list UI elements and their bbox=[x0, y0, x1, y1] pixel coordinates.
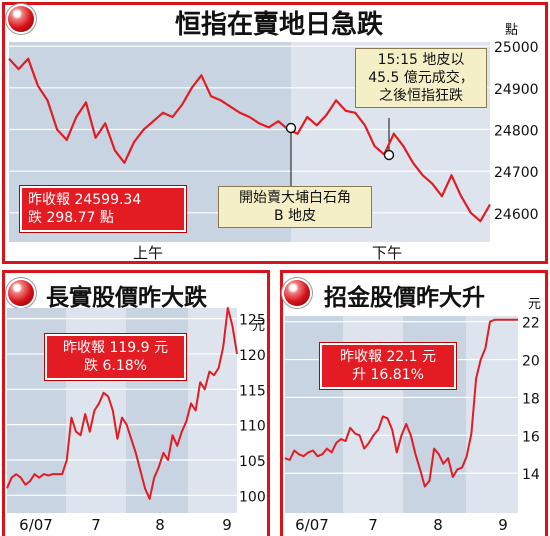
red-ball-icon bbox=[284, 280, 310, 306]
zhaojin-x-ticks: 6/07 7 8 9 bbox=[295, 516, 508, 534]
hsi-note-1-line1: 開始賣大埔白石角 bbox=[239, 190, 351, 206]
y-tick-label: 110 bbox=[239, 419, 266, 435]
ck-panel: 長實股價昨大跌 元 100 105 110 115 120 125 6/07 7 8 9 昨收報… bbox=[0, 268, 272, 536]
hsi-frame bbox=[2, 2, 548, 264]
y-tick-label: 24600 bbox=[494, 207, 539, 223]
ck-chart: 元 100 105 110 115 120 125 6/07 7 8 9 bbox=[6, 307, 266, 534]
hsi-x-label-am: 上午 bbox=[133, 244, 163, 262]
zhaojin-panel: 招金股價昨大升 元 14 16 18 20 22 6/07 7 8 9 昨收報 22.1 元 … bbox=[278, 268, 550, 536]
hsi-note-2: 15:15 地皮以 45.5 億元成交， 之後恒指狂跌 bbox=[355, 48, 487, 108]
y-tick-label: 24900 bbox=[494, 82, 539, 98]
zhaojin-title: 招金股價昨大升 bbox=[324, 285, 485, 311]
zhaojin-chart: 元 14 16 18 20 22 6/07 7 8 9 bbox=[284, 297, 541, 534]
hsi-note-2-line2: 45.5 億元成交， bbox=[368, 70, 474, 86]
x-tick-label: 9 bbox=[498, 516, 508, 534]
right-band bbox=[466, 316, 518, 513]
hsi-note-2-line1: 15:15 地皮以 bbox=[377, 52, 465, 68]
y-tick-label: 115 bbox=[239, 383, 266, 399]
hsi-close-callout: 昨收報 24599.34 跌 298.77 點 bbox=[20, 186, 186, 232]
zhaojin-unit-label: 元 bbox=[528, 297, 541, 312]
zhaojin-y-ticks: 14 16 18 20 22 bbox=[522, 316, 540, 484]
y-tick-label: 24800 bbox=[494, 124, 539, 140]
y-tick-label: 125 bbox=[239, 313, 266, 329]
y-tick-label: 22 bbox=[522, 316, 540, 332]
y-tick-label: 25000 bbox=[494, 40, 539, 56]
x-tick-label: 7 bbox=[368, 516, 378, 534]
ck-change-label: 跌 6.18% bbox=[84, 358, 147, 374]
y-tick-label: 105 bbox=[239, 454, 266, 470]
y-tick-label: 16 bbox=[522, 429, 540, 445]
hsi-series-line bbox=[8, 57, 491, 223]
hsi-close-label: 昨收報 24599.34 bbox=[28, 192, 142, 208]
zhaojin-change-label: 升 16.81% bbox=[352, 367, 424, 383]
y-tick-label: 20 bbox=[522, 354, 540, 370]
hsi-note-1-line2: B 地皮 bbox=[273, 208, 317, 224]
hsi-note-2-line3: 之後恒指狂跌 bbox=[379, 88, 463, 104]
ck-frame bbox=[2, 270, 270, 536]
y-tick-label: 100 bbox=[239, 489, 266, 505]
x-tick-label: 9 bbox=[222, 516, 232, 534]
x-tick-label: 6/07 bbox=[19, 516, 53, 534]
hsi-note-1: 開始賣大埔白石角 B 地皮 bbox=[218, 186, 372, 228]
x-tick-label: 8 bbox=[155, 516, 165, 534]
ck-close-label: 昨收報 119.9 元 bbox=[63, 340, 168, 356]
y-tick-label: 18 bbox=[522, 391, 540, 407]
hsi-y-ticks: 24600 24700 24800 24900 25000 bbox=[494, 40, 539, 223]
zhaojin-close-callout: 昨收報 22.1 元 升 16.81% bbox=[320, 343, 456, 389]
y-tick-label: 14 bbox=[522, 467, 540, 483]
red-ball-icon bbox=[8, 6, 34, 32]
y-tick-label: 24700 bbox=[494, 165, 539, 181]
x-tick-label: 8 bbox=[433, 516, 443, 534]
hsi-note-1-marker bbox=[285, 122, 297, 134]
x-tick-label: 6/07 bbox=[295, 516, 329, 534]
zhaojin-frame bbox=[280, 270, 548, 536]
ck-series-line bbox=[6, 307, 238, 500]
hsi-x-label-pm: 下午 bbox=[372, 244, 402, 262]
zhaojin-close-label: 昨收報 22.1 元 bbox=[339, 349, 437, 365]
hsi-title: 恒指在賣地日急跌 bbox=[175, 10, 384, 40]
x-tick-label: 7 bbox=[91, 516, 101, 534]
ck-title: 長實股價昨大跌 bbox=[46, 285, 207, 311]
hsi-note-2-marker bbox=[383, 149, 395, 161]
ck-x-ticks: 6/07 7 8 9 bbox=[19, 516, 232, 534]
zhaojin-series-line bbox=[284, 318, 518, 488]
ck-unit-label: 元 bbox=[252, 319, 265, 334]
y-tick-label: 120 bbox=[239, 348, 266, 364]
ck-y-ticks: 100 105 110 115 120 125 bbox=[239, 313, 266, 506]
hsi-change-label: 跌 298.77 點 bbox=[28, 210, 114, 226]
red-ball-icon bbox=[8, 280, 34, 306]
ck-close-callout: 昨收報 119.9 元 跌 6.18% bbox=[45, 334, 186, 380]
hsi-panel: 恒指在賣地日急跌 點 24600 24700 24800 24900 25000 上午 … bbox=[0, 0, 550, 266]
hsi-unit-label: 點 bbox=[505, 23, 518, 38]
